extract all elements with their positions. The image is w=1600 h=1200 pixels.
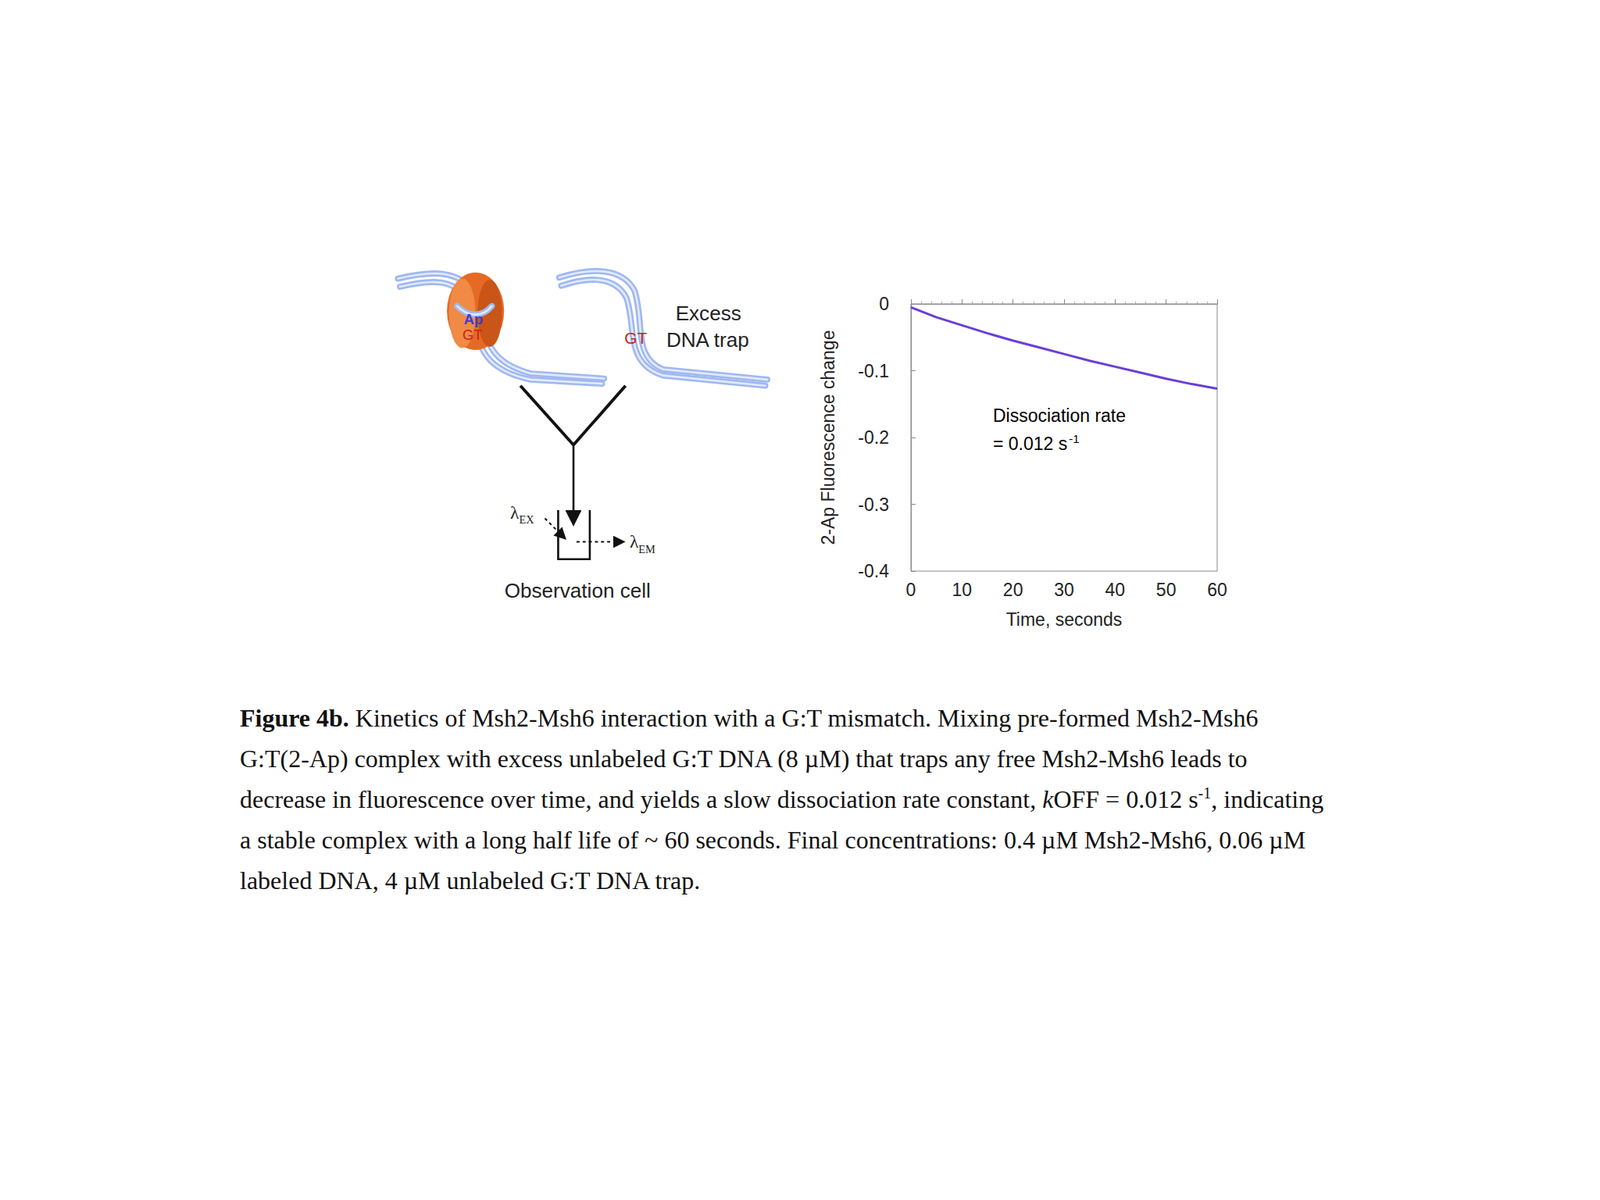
svg-text:Time, seconds: Time, seconds: [1006, 609, 1123, 630]
svg-text:DNA trap: DNA trap: [666, 328, 750, 352]
svg-text:30: 30: [1053, 579, 1075, 600]
svg-text:Dissociation rate: Dissociation rate: [992, 405, 1126, 426]
svg-text:Excess: Excess: [675, 301, 742, 325]
svg-text:-1: -1: [1068, 432, 1079, 446]
svg-text:0: 0: [878, 293, 890, 315]
svg-text:50: 50: [1156, 579, 1177, 600]
svg-text:20: 20: [1003, 579, 1024, 600]
svg-text:2-Ap Fluorescence change: 2-Ap Fluorescence change: [817, 330, 839, 546]
svg-text:-0.4: -0.4: [857, 560, 890, 582]
svg-text:λEX: λEX: [510, 502, 535, 527]
svg-text:= 0.012 s: = 0.012 s: [992, 433, 1068, 454]
svg-text:40: 40: [1105, 579, 1126, 600]
svg-text:-0.2: -0.2: [857, 427, 890, 448]
svg-text:10: 10: [952, 579, 973, 600]
svg-text:-0.1: -0.1: [857, 360, 890, 382]
svg-text:Observation cell: Observation cell: [504, 578, 651, 603]
svg-text:GT: GT: [462, 326, 483, 343]
svg-text:0: 0: [906, 579, 917, 600]
svg-text:GT: GT: [624, 328, 647, 347]
svg-text:-0.3: -0.3: [857, 494, 890, 515]
svg-text:Ap: Ap: [464, 310, 483, 328]
html-text:Figure 4b. Kinetics of Msh2-Ms: Figure 4b. Kinetics of Msh2-Msh6 interac…: [239, 703, 1324, 895]
svg-text:60: 60: [1207, 579, 1228, 600]
svg-text:λEM: λEM: [629, 531, 656, 556]
